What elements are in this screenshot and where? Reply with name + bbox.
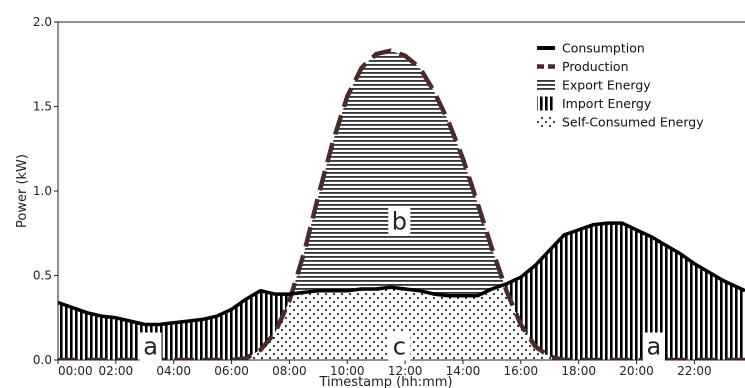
production-line [58, 48, 745, 360]
y-tick-label: 2.0 [33, 15, 52, 29]
x-tick-label: 12:00 [388, 364, 423, 378]
x-axis-title: Timestamp (hh:mm) [318, 375, 452, 388]
y-tick-label: 0.5 [33, 269, 52, 283]
legend-label: Export Energy [562, 78, 651, 93]
y-tick-label: 1.0 [33, 184, 52, 198]
legend-label: Import Energy [562, 96, 652, 111]
x-tick-label: 18:00 [561, 364, 596, 378]
legend-self-consumed-swatch [537, 116, 555, 128]
legend-label: Self-Consumed Energy [562, 115, 704, 130]
x-tick-label: 08:00 [272, 364, 307, 378]
y-tick-label: 0.0 [33, 353, 52, 367]
y-axis-title: Power (kW) [15, 154, 30, 228]
region-label-background [642, 332, 665, 361]
x-tick-label: 14:00 [446, 364, 481, 378]
x-tick-label: 10:00 [330, 364, 365, 378]
export-energy-area [58, 50, 745, 325]
region-label: a [647, 332, 662, 360]
legend-label: Production [562, 59, 629, 74]
x-tick-label: 20:00 [619, 364, 654, 378]
y-tick-label: 1.5 [33, 100, 52, 114]
region-labels: a b c a [139, 207, 665, 361]
x-tick-label: 16:00 [504, 364, 539, 378]
legend-label: Consumption [562, 41, 645, 56]
region-label-background [388, 207, 411, 236]
axes: 0.0 0.5 1.0 1.5 2.0 00:00 02:00 04:00 06:00 08:00… [33, 15, 745, 378]
region-label: c [393, 332, 406, 360]
plot-area [58, 48, 745, 360]
x-tick-label: 00:00 [58, 364, 93, 378]
region-label: b [392, 207, 407, 235]
x-tick-label: 04:00 [156, 364, 191, 378]
x-tick-label: 06:00 [214, 364, 249, 378]
x-tick-label: 02:00 [99, 364, 134, 378]
self-consumed-energy-area [58, 285, 745, 360]
legend-export-swatch [537, 79, 555, 91]
legend-import-swatch [537, 96, 555, 111]
region-label-background [139, 332, 162, 361]
region-label: a [143, 332, 158, 360]
consumption-line [58, 221, 745, 327]
legend: Consumption Production Export Energy Import… [537, 41, 704, 130]
region-label-background [388, 332, 411, 361]
import-energy-area [58, 223, 745, 360]
x-tick-label: 22:00 [677, 364, 712, 378]
